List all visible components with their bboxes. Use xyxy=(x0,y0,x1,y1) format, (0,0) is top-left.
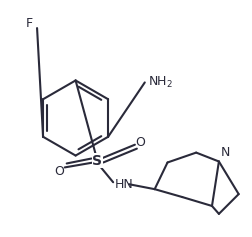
Text: HN: HN xyxy=(115,178,133,191)
Text: S: S xyxy=(92,154,102,168)
Text: O: O xyxy=(54,165,64,178)
Text: NH$_2$: NH$_2$ xyxy=(147,75,172,90)
Text: N: N xyxy=(220,146,229,159)
Text: F: F xyxy=(25,17,33,30)
Text: O: O xyxy=(134,136,144,149)
